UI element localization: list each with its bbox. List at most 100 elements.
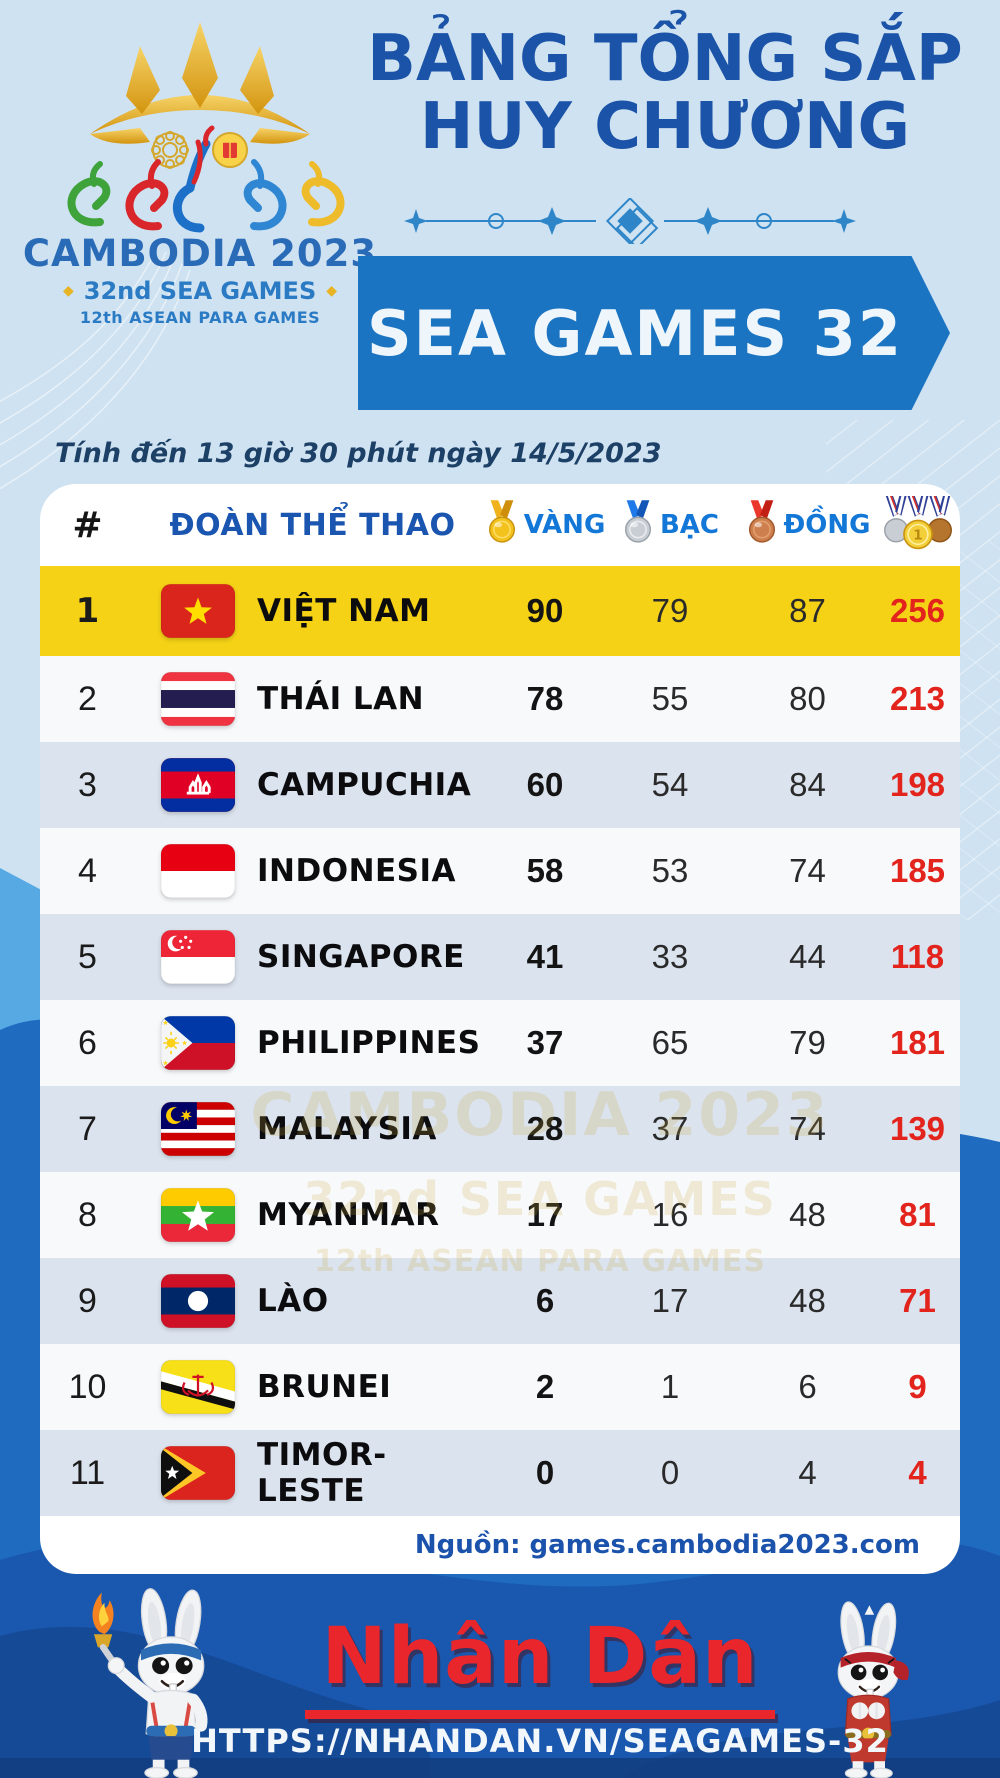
- total-count: 118: [890, 938, 945, 975]
- mascot-torch-icon: [92, 1588, 208, 1778]
- total-count: 81: [899, 1196, 936, 1233]
- silver-count: 55: [651, 680, 689, 717]
- ornamental-divider-icon: [404, 198, 856, 244]
- country-name: VIỆT NAM: [257, 593, 431, 629]
- gold-column-label: VÀNG: [523, 510, 606, 540]
- team-cell: THÁI LAN: [135, 672, 490, 726]
- bronze-count: 84: [789, 766, 826, 803]
- silver-count: 54: [651, 766, 689, 803]
- rank-cell: 6: [78, 1023, 97, 1062]
- rank-cell: 2: [78, 679, 97, 718]
- table-row: 4 INDONESIA 58 53 74 185: [40, 828, 960, 914]
- gold-column-header: VÀNG: [488, 499, 605, 551]
- medal-table-card: # ĐOÀN THỂ THAO VÀNG BẠC: [40, 484, 960, 1574]
- logo-sub2-label: 12th ASEAN PARA GAMES: [79, 308, 321, 327]
- bronze-count: 4: [798, 1454, 817, 1491]
- nhan-dan-logo: Nhân Dân: [321, 1612, 759, 1702]
- team-cell: CAMPUCHIA: [135, 758, 490, 812]
- flag-philippines-icon: [161, 1016, 235, 1070]
- page-title: BẢNG TỔNG SẮP HUY CHƯƠNG: [340, 22, 990, 162]
- team-cell: TIMOR-LESTE: [135, 1437, 490, 1509]
- flag-timor_leste-icon: [161, 1446, 235, 1500]
- table-row: 6 PHILIPPINES 37 65 79 181: [40, 1000, 960, 1086]
- rank-cell: 8: [78, 1195, 97, 1234]
- source-credit: Nguồn: games.cambodia2023.com: [414, 1530, 920, 1560]
- team-cell: LÀO: [135, 1274, 490, 1328]
- silver-column-header: BẠC: [600, 499, 740, 551]
- table-row: 9 LÀO 6 17 48 71: [40, 1258, 960, 1344]
- flag-thailand-icon: [161, 672, 235, 726]
- mascot-greeting-icon: [837, 1601, 909, 1778]
- total-count: 4: [908, 1454, 927, 1491]
- silver-count: 53: [651, 852, 689, 889]
- diamond-icon: ◆: [326, 283, 338, 299]
- flag-singapore-icon: [161, 930, 235, 984]
- table-row: 7 MALAYSIA 28 37 74 139: [40, 1086, 960, 1172]
- gold-count: 78: [526, 680, 564, 717]
- table-row: 2 THÁI LAN 78 55 80 213: [40, 656, 960, 742]
- team-cell: PHILIPPINES: [135, 1016, 490, 1070]
- bronze-count: 44: [789, 938, 826, 975]
- table-row: 8 MYANMAR 17 16 48 81: [40, 1172, 960, 1258]
- bronze-column-label: ĐỒNG: [783, 510, 871, 540]
- total-count: 181: [889, 1024, 946, 1061]
- gold-count: 0: [535, 1454, 555, 1491]
- gold-count: 17: [526, 1196, 564, 1233]
- gold-count: 60: [526, 766, 564, 803]
- total-medals-icon: 1: [879, 496, 957, 554]
- rank-cell: 11: [69, 1453, 106, 1492]
- silver-count: 1: [660, 1368, 680, 1405]
- logo-sub1-label: 32nd SEA GAMES: [83, 277, 317, 305]
- bronze-count: 74: [789, 1110, 826, 1147]
- table-row: 3 CAMPUCHIA 60 54 84 198: [40, 742, 960, 828]
- country-name: MYANMAR: [257, 1197, 440, 1233]
- total-count: 213: [889, 680, 946, 717]
- bronze-medal-icon: [745, 499, 779, 551]
- rank-column-header: #: [72, 504, 103, 546]
- total-count: 256: [889, 592, 946, 629]
- sea-games-32-banner-label: SEA GAMES 32: [366, 296, 903, 370]
- team-cell: MALAYSIA: [135, 1102, 490, 1156]
- silver-count: 37: [651, 1110, 689, 1147]
- bronze-count: 48: [789, 1282, 826, 1319]
- logo-sub1: ◆ 32nd SEA GAMES ◆: [10, 277, 390, 305]
- bronze-count: 87: [789, 592, 826, 629]
- team-column-header: ĐOÀN THỂ THAO: [169, 507, 456, 543]
- flag-brunei-icon: [161, 1360, 235, 1414]
- rank-cell: 5: [78, 937, 97, 976]
- total-count: 9: [908, 1368, 927, 1405]
- country-name: INDONESIA: [257, 853, 457, 889]
- table-row: 1 VIỆT NAM 90 79 87 256: [40, 566, 960, 656]
- flag-myanmar-icon: [161, 1188, 235, 1242]
- total-count: 185: [889, 852, 946, 889]
- rank-cell: 9: [78, 1281, 97, 1320]
- bronze-count: 48: [789, 1196, 826, 1233]
- gold-count: 90: [526, 592, 564, 629]
- country-name: PHILIPPINES: [257, 1025, 481, 1061]
- brand-block: Nhân Dân: [100, 1612, 980, 1719]
- page-title-line1: BẢNG TỔNG SẮP: [367, 22, 963, 96]
- table-row: 11 TIMOR-LESTE 0 0 4 4: [40, 1430, 960, 1516]
- total-count: 198: [889, 766, 946, 803]
- flag-laos-icon: [161, 1274, 235, 1328]
- silver-count: 0: [660, 1454, 680, 1491]
- flag-indonesia-icon: [161, 844, 235, 898]
- total-column-header: 1: [875, 496, 960, 554]
- team-cell: SINGAPORE: [135, 930, 490, 984]
- rank-cell: 3: [78, 765, 97, 804]
- cambodia-2023-logo: CAMBODIA 2023 ◆ 32nd SEA GAMES ◆ 12th AS…: [10, 16, 390, 327]
- bronze-count: 74: [789, 852, 826, 889]
- medal-table-rows: 1 VIỆT NAM 90 79 87 256 2 THÁI LAN 78 55…: [40, 566, 960, 1516]
- rank-cell: 1: [75, 591, 100, 631]
- gold-count: 41: [526, 938, 564, 975]
- table-row: 5 SINGAPORE 41 33 44 118: [40, 914, 960, 1000]
- diamond-icon: ◆: [62, 283, 74, 299]
- silver-count: 17: [651, 1282, 689, 1319]
- country-name: THÁI LAN: [257, 681, 425, 717]
- bronze-column-header: ĐỒNG: [740, 499, 875, 551]
- total-count: 71: [899, 1282, 936, 1319]
- flag-cambodia-icon: [161, 758, 235, 812]
- flag-malaysia-icon: [161, 1102, 235, 1156]
- sea-games-32-banner: SEA GAMES 32: [358, 256, 950, 410]
